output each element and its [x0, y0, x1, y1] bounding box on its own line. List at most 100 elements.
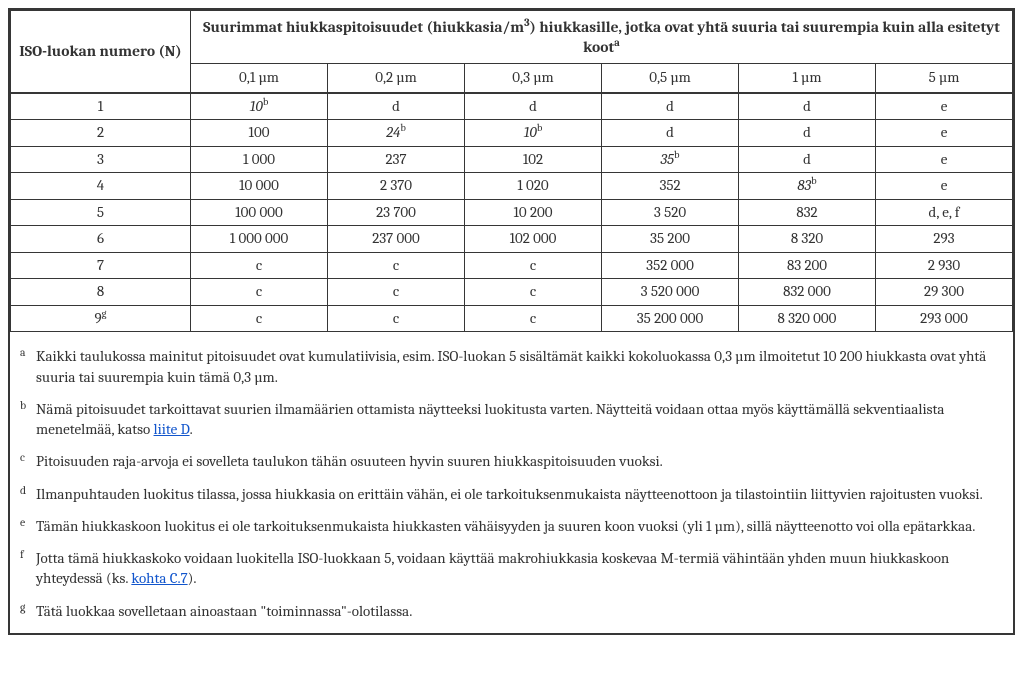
value-text: 102 — [523, 150, 543, 168]
cell-footnote-sup: b — [263, 96, 268, 108]
value-cell: 35 200 — [602, 226, 739, 253]
iso-class-cell: 8 — [11, 279, 191, 306]
value-cell: 1 000 000 — [191, 226, 328, 253]
value-cell: 3 520 — [602, 199, 739, 226]
table-row: 31 00023710235bde — [11, 146, 1013, 173]
table-row: 210024b10bdde — [11, 120, 1013, 147]
value-cell: 102 — [465, 146, 602, 173]
value-text: 832 000 — [783, 282, 831, 300]
footnote-mark: a — [20, 345, 36, 361]
cell-footnote-sup: b — [811, 175, 816, 187]
header-footnote-a: a — [614, 36, 620, 49]
footnote-b: bNämä pitoisuudet tarkoittavat suurien i… — [20, 399, 1003, 440]
value-text: e — [941, 123, 948, 141]
cell-footnote-sup: b — [400, 122, 405, 134]
value-cell: 2 370 — [328, 173, 465, 200]
value-text: 23 700 — [376, 203, 416, 221]
value-cell: d — [739, 93, 876, 120]
value-text: 2 930 — [928, 256, 960, 274]
table-row: 5100 00023 70010 2003 520832d, e, f — [11, 199, 1013, 226]
iso-class-cell: 3 — [11, 146, 191, 173]
value-cell: 100 — [191, 120, 328, 147]
footnote-mark: d — [20, 483, 36, 499]
value-cell: 1 020 — [465, 173, 602, 200]
value-text: 83 200 — [787, 256, 827, 274]
value-text: 10 — [524, 123, 537, 141]
table-row: 110bdddde — [11, 93, 1013, 120]
value-text: c — [256, 309, 262, 327]
footnote-text: Pitoisuuden raja-arvoja ei sovelleta tau… — [36, 451, 1003, 471]
iso-cleanroom-table-block: ISO-luokan numero (N) Suurimmat hiukkasp… — [8, 8, 1015, 635]
footnote-mark: c — [20, 450, 36, 466]
iso-class-cell: 9g — [11, 305, 191, 332]
value-cell: 24b — [328, 120, 465, 147]
value-text: d — [803, 123, 811, 141]
col-0-5um: 0,5 µm — [602, 64, 739, 93]
table-row: 410 0002 3701 02035283be — [11, 173, 1013, 200]
value-cell: 100 000 — [191, 199, 328, 226]
col-0-2um: 0,2 µm — [328, 64, 465, 93]
value-text: c — [393, 309, 399, 327]
value-cell: c — [191, 305, 328, 332]
value-text: 1 020 — [517, 176, 548, 194]
footnote-mark: b — [20, 398, 36, 414]
footnote-mark: f — [20, 547, 36, 563]
header-span-a: Suurimmat hiukkaspitoisuudet (hiukkasia/… — [203, 18, 524, 36]
value-text: 100 — [249, 123, 270, 141]
footnote-text: Tämän hiukkaskoon luokitus ei ole tarkoi… — [36, 516, 1003, 536]
value-text: c — [530, 256, 536, 274]
col-0-3um: 0,3 µm — [465, 64, 602, 93]
row-footnote-sup: g — [102, 308, 107, 320]
value-cell: 832 000 — [739, 279, 876, 306]
value-text: d — [529, 97, 537, 115]
value-cell: e — [876, 120, 1013, 147]
footnote-link[interactable]: liite D — [154, 420, 190, 438]
value-cell: c — [465, 279, 602, 306]
footnote-c: cPitoisuuden raja-arvoja ei sovelleta ta… — [20, 451, 1003, 471]
value-text: 2 370 — [380, 176, 412, 194]
header-iso-number: ISO-luokan numero (N) — [11, 11, 191, 93]
footnote-text: Kaikki taulukossa mainitut pitoisuudet o… — [36, 346, 1003, 387]
value-text: c — [393, 282, 399, 300]
value-cell: 102 000 — [465, 226, 602, 253]
cell-footnote-sup: b — [537, 122, 542, 134]
value-cell: d — [602, 93, 739, 120]
value-cell: 293 000 — [876, 305, 1013, 332]
value-cell: 8 320 000 — [739, 305, 876, 332]
value-cell: 3 520 000 — [602, 279, 739, 306]
footnote-text: Tätä luokkaa sovelletaan ainoastaan "toi… — [36, 601, 1003, 621]
value-text: 83 — [797, 176, 811, 194]
table-body: 110bdddde210024b10bdde31 00023710235bde4… — [11, 93, 1013, 332]
value-cell: 23 700 — [328, 199, 465, 226]
value-cell: 237 000 — [328, 226, 465, 253]
value-text: 24 — [386, 123, 400, 141]
table-row: 61 000 000237 000102 00035 2008 320293 — [11, 226, 1013, 253]
value-cell: 10b — [191, 93, 328, 120]
footnote-link[interactable]: kohta C.7 — [131, 569, 187, 587]
value-cell: c — [328, 279, 465, 306]
footnote-g: gTätä luokkaa sovelletaan ainoastaan "to… — [20, 601, 1003, 621]
footnote-text: Jotta tämä hiukkaskoko voidaan luokitell… — [36, 548, 1003, 589]
value-text: e — [941, 97, 948, 115]
iso-class-cell: 6 — [11, 226, 191, 253]
value-text: c — [256, 256, 262, 274]
value-text: 102 000 — [510, 229, 557, 247]
value-text: 10 200 — [513, 203, 552, 221]
value-text: d — [803, 150, 811, 168]
iso-class-cell: 4 — [11, 173, 191, 200]
value-text: 35 200 — [650, 229, 690, 247]
footnote-text: Nämä pitoisuudet tarkoittavat suurien il… — [36, 399, 1003, 440]
value-cell: c — [465, 252, 602, 279]
footnote-mark: g — [20, 600, 36, 616]
value-cell: d — [739, 120, 876, 147]
value-cell: 35b — [602, 146, 739, 173]
value-cell: 10 000 — [191, 173, 328, 200]
value-cell: c — [328, 305, 465, 332]
value-text: 3 520 000 — [641, 282, 700, 300]
value-text: 237 000 — [372, 229, 420, 247]
cell-footnote-sup: b — [674, 149, 679, 161]
value-text: 100 000 — [235, 203, 283, 221]
value-cell: e — [876, 146, 1013, 173]
value-text: 293 000 — [920, 309, 968, 327]
footnote-f: fJotta tämä hiukkaskoko voidaan luokitel… — [20, 548, 1003, 589]
